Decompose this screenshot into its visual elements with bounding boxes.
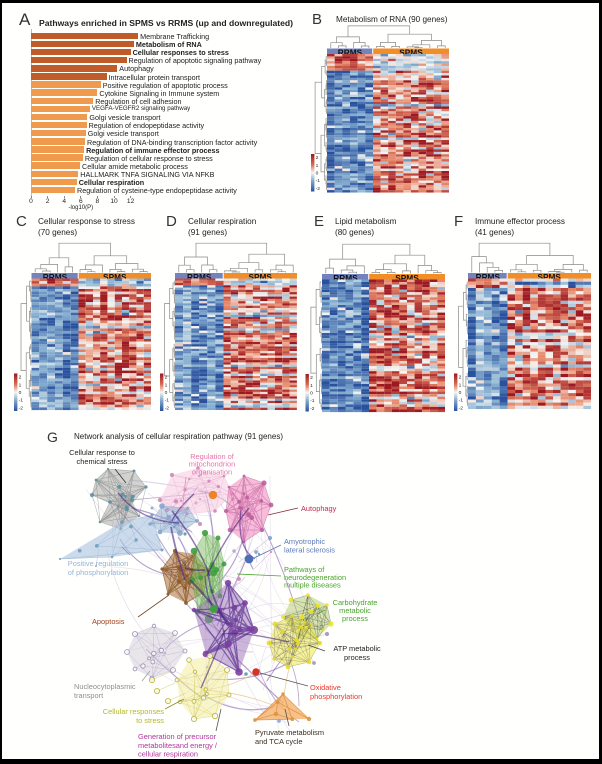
svg-text:metabolic: metabolic (339, 606, 371, 615)
svg-text:Autophagy: Autophagy (301, 504, 337, 513)
svg-text:Positive regulation: Positive regulation (68, 559, 128, 568)
svg-text:SPMS: SPMS (395, 273, 419, 283)
svg-text:Apoptosis: Apoptosis (92, 617, 125, 626)
svg-text:SPMS: SPMS (399, 48, 423, 58)
svg-text:0: 0 (310, 390, 313, 396)
svg-text:0: 0 (19, 390, 22, 396)
svg-text:1: 1 (165, 382, 168, 388)
svg-text:0: 0 (316, 170, 319, 176)
svg-text:-1: -1 (19, 398, 24, 404)
svg-text:0: 0 (459, 390, 462, 396)
svg-text:2: 2 (316, 155, 319, 161)
svg-text:Amyotrophic: Amyotrophic (284, 537, 325, 546)
svg-text:and TCA cycle: and TCA cycle (255, 737, 303, 746)
svg-text:organisation: organisation (192, 467, 232, 476)
svg-text:process: process (344, 653, 370, 662)
svg-text:1: 1 (316, 163, 319, 169)
svg-text:-1: -1 (316, 178, 321, 184)
svg-text:to stress: to stress (136, 716, 164, 725)
svg-text:Generation of precursor: Generation of precursor (138, 732, 217, 741)
svg-text:Pathways of: Pathways of (284, 565, 325, 574)
svg-text:SPMS: SPMS (248, 272, 272, 282)
svg-text:lateral sclerosis: lateral sclerosis (284, 546, 335, 555)
svg-text:ATP metabolic: ATP metabolic (333, 644, 381, 653)
svg-text:Regulation of: Regulation of (190, 452, 235, 461)
svg-text:RRMS: RRMS (187, 272, 212, 282)
svg-text:RRMS: RRMS (338, 48, 363, 58)
svg-text:Oxidative: Oxidative (310, 683, 341, 692)
svg-text:2: 2 (310, 375, 313, 381)
svg-text:metabolitesand energy /: metabolitesand energy / (138, 741, 218, 750)
svg-text:RRMS: RRMS (476, 272, 501, 282)
svg-text:-2: -2 (459, 405, 464, 411)
svg-text:1: 1 (310, 383, 313, 389)
svg-text:transport: transport (74, 691, 103, 700)
svg-text:2: 2 (19, 375, 22, 381)
svg-text:process: process (342, 614, 368, 623)
svg-text:RRMS: RRMS (43, 272, 68, 282)
svg-text:SPMS: SPMS (537, 272, 561, 282)
svg-text:Pyruvate metabolism: Pyruvate metabolism (255, 728, 324, 737)
svg-text:-2: -2 (310, 406, 315, 412)
svg-text:Carbohydrate: Carbohydrate (333, 598, 378, 607)
svg-text:Cellular response to: Cellular response to (69, 448, 135, 457)
svg-text:1: 1 (19, 382, 22, 388)
svg-text:chemical stress: chemical stress (77, 457, 128, 466)
svg-text:-2: -2 (165, 405, 170, 411)
svg-text:RRMS: RRMS (333, 273, 358, 283)
svg-text:-2: -2 (316, 186, 321, 192)
svg-text:2: 2 (459, 375, 462, 381)
svg-text:Cellular responses: Cellular responses (103, 707, 165, 716)
svg-text:-1: -1 (459, 398, 464, 404)
svg-text:SPMS: SPMS (103, 272, 127, 282)
svg-text:mitochondrion: mitochondrion (189, 460, 235, 469)
svg-text:0: 0 (165, 390, 168, 396)
svg-text:multiple diseases: multiple diseases (284, 581, 341, 590)
svg-text:2: 2 (165, 375, 168, 381)
svg-text:neurodegeneration: neurodegeneration (284, 573, 346, 582)
svg-text:1: 1 (459, 382, 462, 388)
svg-text:Nucleocytoplasmic: Nucleocytoplasmic (74, 682, 136, 691)
svg-text:-2: -2 (19, 405, 24, 411)
svg-text:phosphorylation: phosphorylation (310, 692, 362, 701)
svg-text:cellular respiration: cellular respiration (138, 750, 198, 759)
svg-text:-1: -1 (165, 398, 170, 404)
svg-text:-1: -1 (310, 398, 315, 404)
svg-text:of phosphorylation: of phosphorylation (68, 568, 128, 577)
